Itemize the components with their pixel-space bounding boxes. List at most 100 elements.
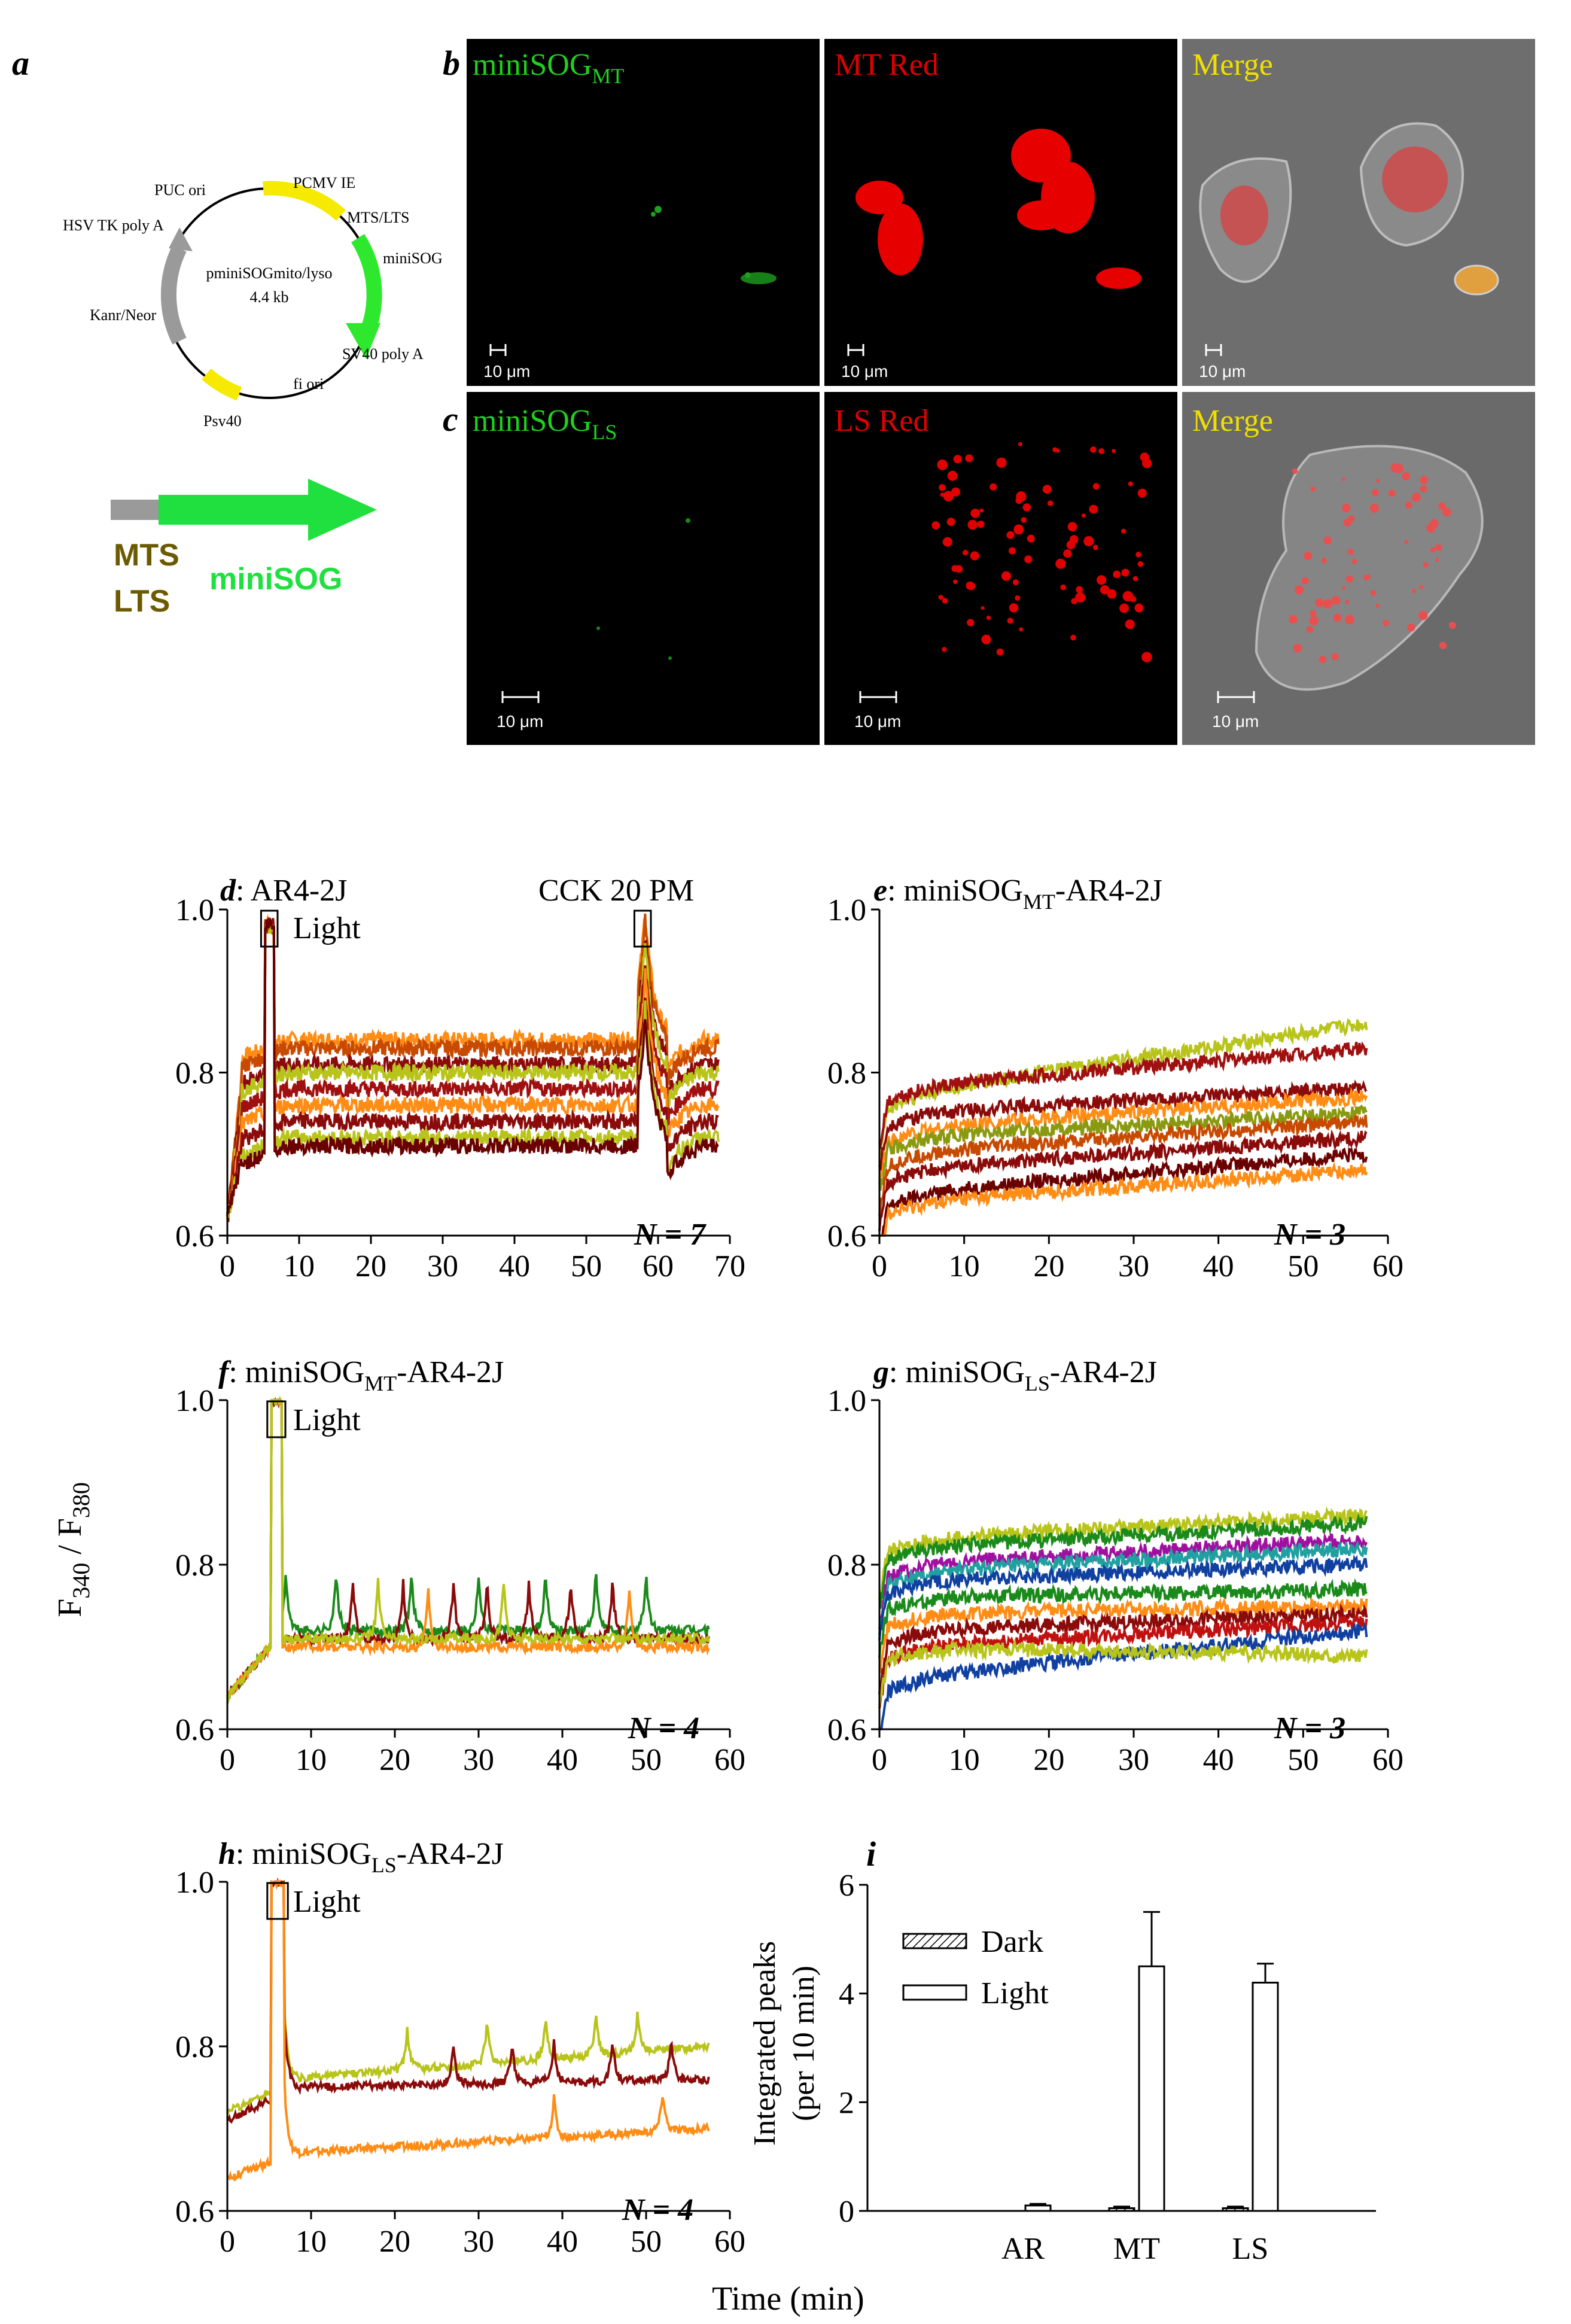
ls-merge-dot (1294, 647, 1299, 652)
ls-red-dot (942, 537, 952, 547)
x-tick-label-g: 50 (1287, 1743, 1319, 1777)
y-tick-label-e: 1.0 (827, 893, 866, 927)
x-tick-label-h: 20 (379, 2225, 410, 2259)
ls-red-dot (962, 549, 969, 556)
image-minisog-ls (467, 392, 820, 745)
trace-g-8 (878, 1603, 1368, 1695)
ls-red-dot (931, 521, 940, 530)
bar-dark-mt (1108, 2207, 1135, 2212)
ls-red-dot (1140, 452, 1149, 462)
shared-xlabel: Time (min) (712, 2280, 864, 2317)
psv40-segment (202, 368, 242, 401)
ls-red-dot (1121, 528, 1127, 534)
axes-h: 0 10 20 30 40 50 60 0.6 0.8 1.0 (175, 1866, 745, 2259)
ls-red-dot (1128, 481, 1133, 486)
light-label-f: Light (293, 1403, 361, 1437)
legend-dark-swatch (902, 1933, 967, 1949)
scale-label-c2: 10 μm (854, 712, 901, 731)
title-e: e: miniSOGMT-AR4-2J (873, 874, 1162, 914)
ls-red-dot (1013, 524, 1024, 535)
ls-merge-dot (1310, 610, 1317, 617)
plasmid-name: pminiSOGmito/lyso (206, 264, 333, 282)
merge-cell-ls (1255, 445, 1484, 691)
trace-h-1 (226, 1879, 710, 2115)
trace-g-10 (879, 1622, 1368, 1730)
ls-red-dot (1019, 627, 1024, 632)
ls-red-dot (951, 487, 961, 497)
kanr-segment (160, 245, 187, 345)
ls-merge-dot (1309, 616, 1319, 626)
title-minisog-ls: miniSOGLS (473, 404, 617, 444)
y-tick-label-f: 1.0 (175, 1384, 214, 1418)
ls-merge-dot (1333, 613, 1342, 622)
n-label-f: N = 4 (628, 1711, 699, 1745)
y-tick-label-g: 0.6 (827, 1713, 866, 1747)
plot-e-traces (878, 1018, 1368, 1237)
x-tick-label-d: 60 (643, 1249, 674, 1283)
x-tick-label-e: 40 (1203, 1249, 1234, 1283)
panel-h: 0 10 20 30 40 50 60 0.6 0.8 1.0 h: miniSOGLS-AR4-… (175, 1837, 745, 2259)
minisog-construct-arrow-head (308, 479, 377, 541)
ls-red-dot (953, 455, 962, 464)
ls-red-dot (1055, 558, 1066, 569)
trace-f-3 (226, 1395, 710, 1698)
ls-red-dot (966, 581, 975, 590)
n-label-g: N = 3 (1274, 1711, 1345, 1745)
ls-merge-dot (1435, 558, 1439, 562)
ls-merge-dot (1369, 503, 1379, 513)
panel-g: 0 10 20 30 40 50 60 0.6 0.8 1.0 g: miniSOGLS-AR4-… (827, 1355, 1403, 1777)
x-tick-label-d: 30 (427, 1249, 458, 1283)
trace-h-3 (226, 1879, 710, 2182)
title-merge-ls: Merge (1192, 404, 1273, 438)
x-tick-label-e: 10 (949, 1249, 980, 1283)
x-tick-label-d: 50 (571, 1249, 602, 1283)
ls-merge-dot (1343, 518, 1352, 527)
x-tick-label-d: 10 (284, 1249, 315, 1283)
ls-merge-dot (1341, 477, 1345, 482)
x-tick-label-f: 0 (220, 1743, 235, 1777)
ls-red-dot (1092, 545, 1098, 550)
shared-ylabel: F340 / F380 (51, 1482, 95, 1617)
ls-merge-dot (1342, 586, 1346, 590)
ls-red-dot (1112, 449, 1116, 454)
ls-merge-dot (1435, 544, 1442, 551)
y-tick-label-i: 4 (839, 1978, 854, 2012)
construct-label-mts: MTS (114, 538, 179, 573)
green-signal-mt (651, 206, 777, 284)
light-marker-h (266, 1882, 289, 1920)
ls-red-dot (965, 454, 973, 463)
trace-e-4 (878, 1087, 1368, 1185)
ls-red-dot (1141, 652, 1152, 662)
scale-label-c1: 10 μm (497, 712, 543, 731)
panel-f: 0 10 20 30 40 50 60 0.6 0.8 1.0 f: miniSOGMT-AR4-… (175, 1355, 745, 1777)
trace-d-2 (226, 913, 720, 1217)
ls-merge-dot (1420, 476, 1428, 484)
ls-red-dot (1067, 522, 1077, 532)
ls-red-dot (1092, 483, 1100, 490)
x-tick-label-d: 40 (499, 1249, 530, 1283)
ls-merge-dot (1341, 503, 1351, 513)
ls-red-dot (1081, 513, 1086, 518)
ls-merge-dot (1315, 598, 1324, 607)
legend-light-swatch (902, 1984, 967, 2001)
plot-d-traces (226, 913, 720, 1222)
trace-e-3 (878, 1079, 1368, 1172)
ls-merge-dot (1442, 507, 1451, 517)
feature-kanr: Kanr/Neor (90, 306, 157, 324)
ls-red-dot (1098, 448, 1104, 454)
ls-merge-dot (1371, 489, 1379, 497)
panel-d: 0 10 20 30 40 50 60 70 0.6 0.8 1.0 d: AR4-2J Light… (175, 874, 745, 1283)
ls-merge-dot (1426, 523, 1436, 533)
ls-red-dot (1132, 576, 1138, 582)
trace-e-5 (879, 1104, 1368, 1191)
title-g: g: miniSOGLS-AR4-2J (873, 1355, 1157, 1395)
x-tick-label-g: 0 (872, 1743, 887, 1777)
ls-red-dot (981, 606, 985, 610)
scale-bars-c (501, 691, 1255, 703)
n-label-h: N = 4 (622, 2193, 693, 2227)
x-tick-label-f: 20 (379, 1743, 410, 1777)
panel-a: a pminiSOGmito/lyso 4.4 kb PUC ori PCMV … (12, 44, 443, 619)
title-f: f: miniSOGMT-AR4-2J (218, 1355, 504, 1395)
minisog-arrow-head (346, 323, 380, 359)
x-tick-label-e: 20 (1033, 1249, 1064, 1283)
